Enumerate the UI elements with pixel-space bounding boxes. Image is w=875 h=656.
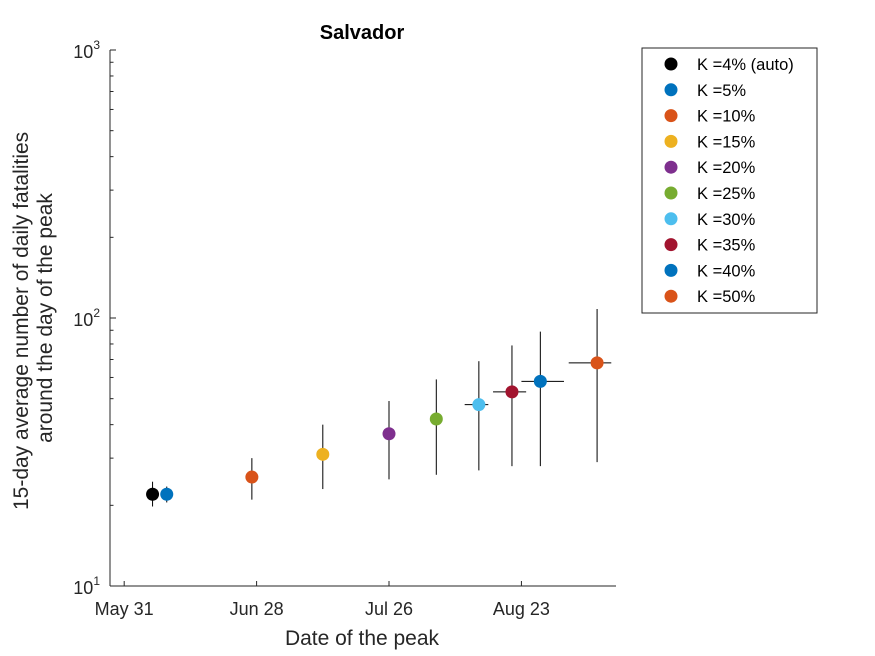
legend-marker [664, 134, 678, 148]
legend-label: K =30% [697, 211, 756, 229]
y-tick-label: 102 [73, 306, 100, 330]
legend: K =4% (auto) K =5% K =10% K =15% K =20% K =25… [641, 47, 818, 314]
legend-marker [664, 289, 678, 303]
legend-label: K =20% [697, 159, 756, 177]
y-tick-label: 103 [73, 38, 100, 62]
chart-title: Salvador [320, 22, 405, 44]
x-tick-label: Jul 26 [365, 599, 413, 619]
x-tick-label: May 31 [95, 599, 154, 619]
y-axis-label-line-1: 15-day average number of daily fatalitie… [10, 132, 33, 510]
y-axis-label: 15-day average number of daily fatalitie… [10, 126, 57, 510]
legend-marker [664, 263, 678, 277]
legend-label: K =10% [697, 108, 756, 126]
data-point [160, 487, 174, 501]
y-tick-label: 101 [73, 574, 100, 598]
y-axis-label-line-2: around the day of the peak [34, 193, 57, 443]
data-point [245, 470, 259, 484]
legend-marker [664, 238, 678, 252]
data-point [533, 374, 547, 388]
legend-label: K =4% (auto) [697, 56, 794, 74]
y-tick-label-base: 10 [73, 578, 93, 598]
legend-label: K =40% [697, 262, 756, 280]
data-point [472, 398, 486, 412]
x-axis-label: Date of the peak [285, 627, 440, 650]
legend-label: K =25% [697, 185, 756, 203]
legend-label: K =15% [697, 133, 756, 151]
legend-marker [664, 212, 678, 226]
legend-label: K =50% [697, 288, 756, 306]
y-tick-label-exponent: 1 [93, 574, 100, 588]
legend-label: K =35% [697, 237, 756, 255]
data-point [590, 356, 604, 370]
data-point [316, 447, 330, 461]
x-tick-label: Aug 23 [493, 599, 550, 619]
y-tick-label-base: 10 [73, 310, 93, 330]
y-tick-label-base: 10 [73, 42, 93, 62]
legend-marker [664, 57, 678, 71]
data-point [382, 427, 396, 441]
y-tick-label-exponent: 2 [93, 306, 100, 320]
legend-marker [664, 186, 678, 200]
y-tick-label-exponent: 3 [93, 38, 100, 52]
legend-label: K =5% [697, 82, 746, 100]
legend-marker [664, 83, 678, 97]
x-tick-label: Jun 28 [230, 599, 284, 619]
data-point [146, 487, 160, 501]
legend-marker [664, 160, 678, 174]
legend-marker [664, 109, 678, 123]
data-point [505, 385, 519, 399]
data-point [429, 412, 443, 426]
